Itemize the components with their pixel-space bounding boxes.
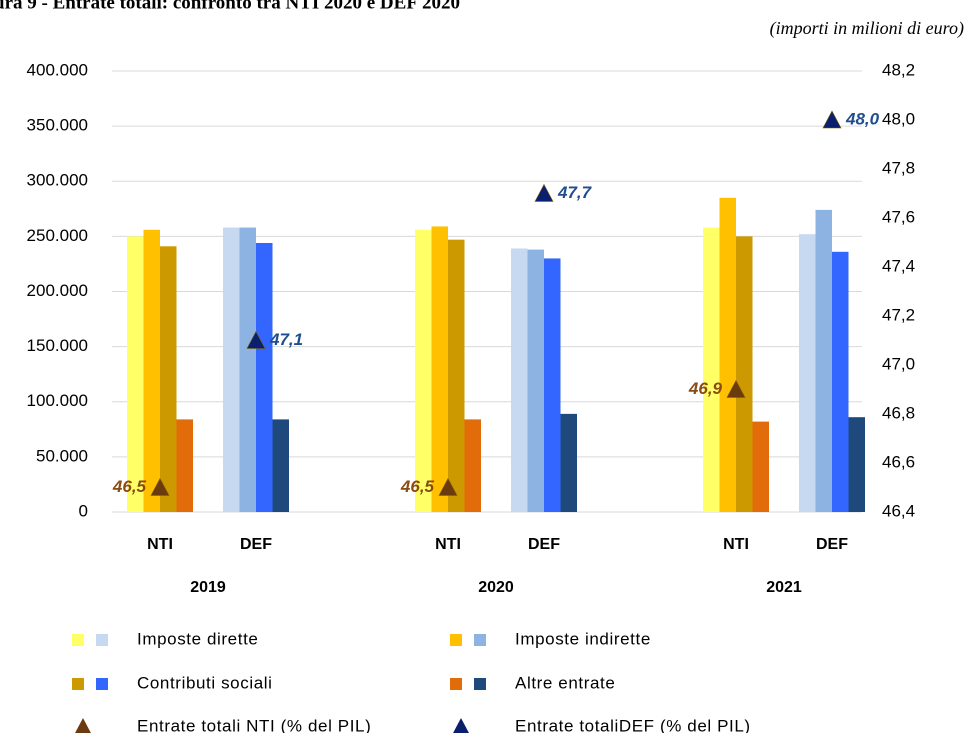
bar (560, 413, 577, 512)
chart-title: ura 9 - Entrate totali: confronto tra NT… (0, 0, 460, 13)
bar (527, 249, 544, 513)
legend-label: Contributi sociali (137, 673, 273, 692)
bar (223, 227, 240, 512)
y-tick-label: 400.000 (27, 60, 88, 79)
data-label: 46,9 (688, 379, 723, 398)
group-label: 2021 (766, 579, 802, 596)
y2-tick-label: 47,2 (882, 305, 915, 324)
x-tick-label: DEF (816, 536, 848, 553)
y2-tick-label: 48,0 (882, 109, 915, 128)
y2-tick-label: 47,6 (882, 207, 915, 226)
legend-label: Imposte indirette (515, 629, 651, 648)
bar (719, 197, 736, 512)
x-tick-label: DEF (528, 536, 560, 553)
y-tick-label: 200.000 (27, 281, 88, 300)
legend-swatch (72, 678, 84, 690)
bar (176, 419, 193, 512)
chart-subtitle: (importi in milioni di euro) (770, 18, 964, 39)
legend-swatch (96, 678, 108, 690)
legend-marker (453, 718, 469, 733)
marker (246, 330, 266, 349)
y2-tick-label: 46,8 (882, 403, 915, 422)
x-tick-label: NTI (435, 536, 461, 553)
data-label: 48,0 (845, 109, 880, 128)
y-tick-label: 50.000 (36, 446, 88, 465)
x-tick-label: NTI (723, 536, 749, 553)
legend-swatch (450, 678, 462, 690)
group-label: 2020 (478, 579, 514, 596)
legend-swatch (450, 634, 462, 646)
y-tick-label: 350.000 (27, 116, 88, 135)
legend-swatch (96, 634, 108, 646)
y2-tick-label: 47,8 (882, 158, 915, 177)
legend-label: Entrate totali NTI (% del PIL) (137, 716, 371, 733)
bar (448, 239, 465, 512)
data-label: 46,5 (400, 477, 435, 496)
y2-tick-label: 47,0 (882, 354, 915, 373)
bar (815, 209, 832, 513)
x-tick-label: DEF (240, 536, 272, 553)
marker (822, 110, 842, 129)
y-tick-label: 150.000 (27, 336, 88, 355)
bar (848, 417, 865, 512)
marker (534, 183, 554, 202)
bar (511, 248, 528, 512)
data-label: 47,1 (269, 330, 303, 349)
data-label: 46,5 (112, 477, 147, 496)
y-tick-label: 0 (79, 501, 88, 520)
marker (726, 379, 746, 398)
y-tick-label: 250.000 (27, 226, 88, 245)
marker (150, 477, 170, 496)
y2-tick-label: 46,6 (882, 452, 915, 471)
bar (239, 227, 256, 512)
data-label: 47,7 (557, 183, 593, 202)
y-tick-label: 300.000 (27, 171, 88, 190)
legend-label: Imposte dirette (137, 629, 258, 648)
legend-label: Entrate totaliDEF (% del PIL) (515, 716, 751, 733)
y-tick-label: 100.000 (27, 391, 88, 410)
legend-swatch (72, 634, 84, 646)
y2-tick-label: 48,2 (882, 60, 915, 79)
bar (127, 236, 144, 512)
marker (438, 477, 458, 496)
legend-marker (75, 718, 91, 733)
legend-swatch (474, 678, 486, 690)
legend-label: Altre entrate (515, 673, 615, 692)
bar (431, 226, 448, 512)
legend-swatch (474, 634, 486, 646)
bar (544, 258, 561, 512)
bar (752, 421, 769, 512)
bar (415, 229, 432, 512)
y2-tick-label: 47,4 (882, 256, 915, 275)
bar (272, 419, 289, 512)
group-label: 2019 (190, 579, 226, 596)
y2-tick-label: 46,4 (882, 501, 915, 520)
bar (256, 242, 273, 513)
bar (832, 251, 849, 512)
bar (799, 234, 816, 513)
x-tick-label: NTI (147, 536, 173, 553)
bar (736, 236, 753, 512)
bar (160, 246, 177, 513)
bar (143, 229, 160, 512)
bar (464, 419, 481, 512)
bar (703, 227, 720, 512)
